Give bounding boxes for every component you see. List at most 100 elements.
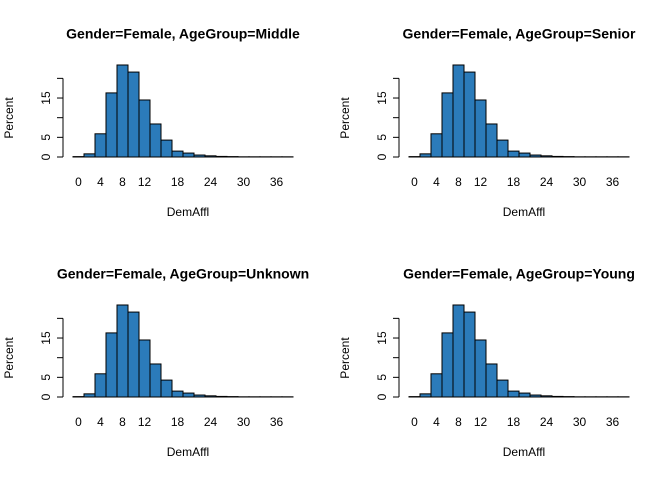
bar bbox=[105, 92, 118, 158]
x-tick-label: 36 bbox=[606, 415, 620, 429]
y-tick-label: 15 bbox=[375, 331, 389, 345]
bar bbox=[193, 154, 206, 158]
y-tick-label: 15 bbox=[39, 331, 53, 345]
bar bbox=[160, 379, 173, 398]
x-axis-label: DemAffl bbox=[503, 445, 545, 459]
bar bbox=[149, 123, 162, 158]
bar bbox=[193, 394, 206, 398]
x-axis-label: DemAffl bbox=[167, 205, 209, 219]
bar bbox=[138, 99, 151, 158]
y-tick-label: 5 bbox=[375, 374, 389, 381]
bar bbox=[182, 152, 195, 158]
x-axis-label: DemAffl bbox=[503, 205, 545, 219]
x-tick-label: 12 bbox=[474, 415, 488, 429]
bar bbox=[463, 311, 476, 398]
y-axis-label: Percent bbox=[2, 337, 16, 379]
y-axis-label: Percent bbox=[338, 337, 352, 379]
x-axis-label: DemAffl bbox=[167, 445, 209, 459]
x-tick-label: 18 bbox=[507, 415, 521, 429]
bar bbox=[518, 392, 531, 398]
chart-title: Gender=Female, AgeGroup=Young bbox=[403, 266, 635, 282]
bar bbox=[94, 133, 107, 158]
bar bbox=[551, 395, 564, 398]
bar bbox=[507, 150, 520, 158]
x-tick-label: 4 bbox=[97, 175, 104, 189]
y-tick-label: 15 bbox=[39, 91, 53, 105]
bar bbox=[182, 392, 195, 398]
bar bbox=[138, 339, 151, 398]
x-tick-label: 4 bbox=[97, 415, 104, 429]
bar bbox=[518, 152, 531, 158]
y-tick-label: 0 bbox=[375, 393, 389, 400]
chart-title: Gender=Female, AgeGroup=Middle bbox=[66, 26, 300, 42]
x-tick-label: 8 bbox=[455, 175, 462, 189]
bar bbox=[149, 363, 162, 398]
x-tick-label: 8 bbox=[119, 175, 126, 189]
x-tick-label: 0 bbox=[75, 175, 82, 189]
bar bbox=[215, 155, 228, 158]
bar bbox=[430, 133, 443, 158]
x-tick-label: 36 bbox=[606, 175, 620, 189]
x-tick-label: 24 bbox=[540, 415, 554, 429]
bar bbox=[551, 155, 564, 158]
y-tick-label: 0 bbox=[39, 153, 53, 160]
bar bbox=[171, 150, 184, 158]
y-axis-label: Percent bbox=[338, 97, 352, 139]
bar bbox=[204, 395, 217, 398]
x-tick-label: 18 bbox=[171, 415, 185, 429]
bar bbox=[215, 395, 228, 398]
y-tick-label: 0 bbox=[375, 153, 389, 160]
x-tick-label: 24 bbox=[540, 175, 554, 189]
y-tick-label: 5 bbox=[375, 134, 389, 141]
bar bbox=[83, 153, 96, 158]
y-tick-label: 0 bbox=[39, 393, 53, 400]
x-tick-label: 18 bbox=[507, 175, 521, 189]
bar bbox=[171, 390, 184, 398]
bar bbox=[127, 311, 140, 398]
x-tick-label: 36 bbox=[270, 415, 284, 429]
bar bbox=[419, 153, 432, 158]
bar bbox=[529, 394, 542, 398]
bar bbox=[127, 71, 140, 158]
bar bbox=[452, 64, 465, 158]
bar bbox=[204, 155, 217, 158]
bar bbox=[485, 123, 498, 158]
y-tick-label: 5 bbox=[39, 134, 53, 141]
bar bbox=[452, 304, 465, 398]
x-tick-label: 24 bbox=[204, 175, 218, 189]
x-tick-label: 0 bbox=[411, 175, 418, 189]
x-tick-label: 0 bbox=[75, 415, 82, 429]
bar bbox=[116, 64, 129, 158]
x-tick-label: 30 bbox=[237, 175, 251, 189]
bar bbox=[441, 332, 454, 398]
bar bbox=[540, 395, 553, 398]
chart-title: Gender=Female, AgeGroup=Senior bbox=[403, 26, 636, 42]
x-tick-label: 4 bbox=[433, 415, 440, 429]
x-tick-label: 36 bbox=[270, 175, 284, 189]
x-tick-label: 8 bbox=[455, 415, 462, 429]
bar bbox=[496, 379, 509, 398]
bar bbox=[529, 154, 542, 158]
bar bbox=[474, 99, 487, 158]
y-axis-label: Percent bbox=[2, 97, 16, 139]
bar bbox=[485, 363, 498, 398]
bar bbox=[160, 139, 173, 158]
x-tick-label: 4 bbox=[433, 175, 440, 189]
x-tick-label: 8 bbox=[119, 415, 126, 429]
x-tick-label: 30 bbox=[237, 415, 251, 429]
bar bbox=[507, 390, 520, 398]
x-tick-label: 12 bbox=[474, 175, 488, 189]
bar bbox=[474, 339, 487, 398]
bar bbox=[83, 393, 96, 398]
bar bbox=[463, 71, 476, 158]
bar bbox=[441, 92, 454, 158]
x-tick-label: 18 bbox=[171, 175, 185, 189]
y-tick-label: 15 bbox=[375, 91, 389, 105]
chart-title: Gender=Female, AgeGroup=Unknown bbox=[57, 266, 309, 282]
x-tick-label: 24 bbox=[204, 415, 218, 429]
bar bbox=[496, 139, 509, 158]
x-tick-label: 0 bbox=[411, 415, 418, 429]
bar bbox=[94, 373, 107, 398]
bar bbox=[540, 155, 553, 158]
